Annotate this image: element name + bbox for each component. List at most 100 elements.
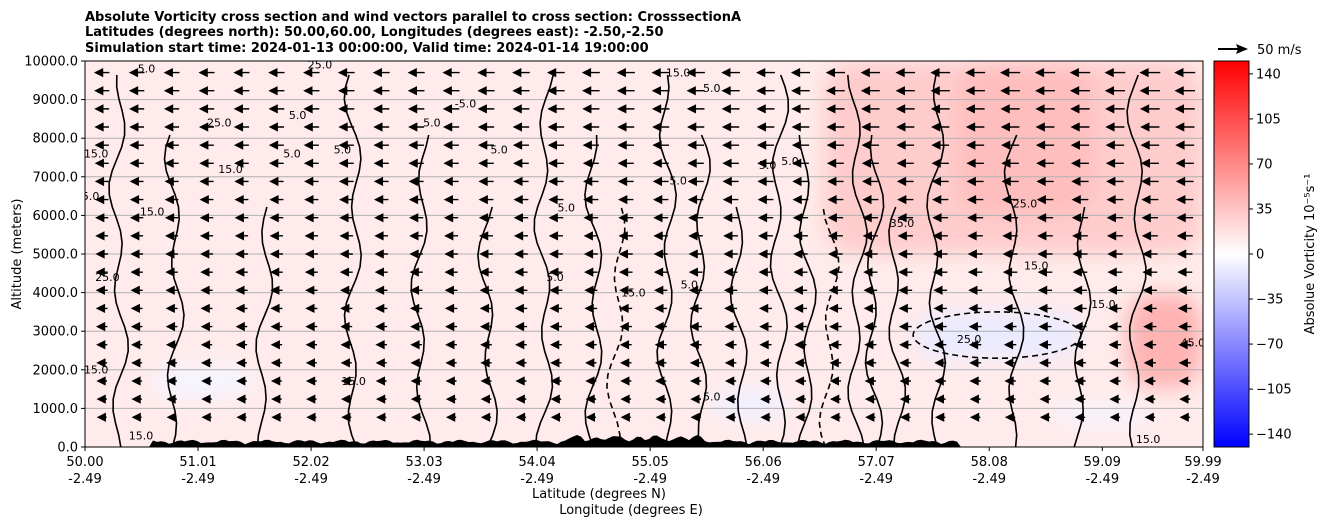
wind-vector	[411, 412, 422, 422]
wind-vector	[966, 176, 984, 187]
wind-vector	[550, 376, 562, 386]
terrain-silhouette	[85, 434, 1203, 447]
wind-vector	[828, 267, 843, 277]
wind-vector	[479, 303, 493, 314]
wind-vector	[268, 67, 285, 78]
wind-vector	[1070, 158, 1089, 168]
wind-vector	[655, 412, 666, 422]
wind-vector	[165, 340, 178, 350]
wind-vector	[1035, 86, 1055, 96]
title-line-3: Simulation start time: 2024-01-13 00:00:…	[85, 41, 649, 56]
wind-vector	[969, 376, 981, 386]
wind-vector	[827, 194, 844, 205]
wind-vector	[825, 67, 846, 78]
wind-vector	[409, 231, 424, 241]
wind-vector	[898, 267, 913, 277]
wind-vector	[546, 67, 565, 78]
x-tick-label-lat: 54.04	[519, 455, 556, 470]
wind-vector	[129, 213, 144, 223]
wind-vector	[899, 394, 911, 404]
x-tick-label-lon: -2.49	[407, 472, 441, 487]
contour-line	[926, 74, 947, 447]
wind-vector	[271, 412, 282, 422]
wind-vector	[795, 394, 806, 404]
wind-vector	[1178, 376, 1191, 386]
wind-vector	[1039, 358, 1051, 368]
wind-vector	[934, 394, 946, 404]
y-tick-label: 2000.0	[33, 363, 79, 378]
wind-vector	[131, 340, 143, 350]
contour-label: 15.0	[1136, 433, 1161, 446]
wind-vector	[165, 249, 178, 259]
contour-label: 15.0	[666, 66, 691, 79]
wind-vector	[199, 158, 214, 168]
contour-label: 5.0	[557, 202, 575, 215]
wind-vector	[759, 376, 772, 386]
wind-vector	[965, 86, 985, 96]
wind-vector	[445, 358, 457, 368]
x-axis-ticks: 50.00 -2.49 51.01 -2.49 52.02 -2.49 53.03 -2.49…	[66, 447, 1222, 487]
wind-vector	[374, 267, 388, 277]
colorbar-tick-label: 0	[1256, 248, 1264, 263]
wind-vector	[686, 86, 705, 96]
wind-vector	[861, 122, 880, 132]
wind-vector	[968, 340, 982, 350]
wind-vector	[305, 340, 318, 350]
wind-vector	[619, 303, 633, 314]
wind-vector	[967, 249, 983, 259]
wind-vector	[793, 285, 808, 295]
wind-vector	[829, 394, 841, 404]
wind-vector	[547, 122, 565, 132]
wind-vector	[479, 249, 493, 259]
wind-vector	[337, 67, 355, 78]
wind-vector	[898, 285, 913, 295]
wind-vector	[373, 140, 389, 150]
wind-vector	[163, 86, 180, 96]
wind-vector	[1174, 86, 1196, 96]
wind-vector	[1104, 67, 1126, 78]
wind-vector	[547, 86, 565, 96]
wind-vector	[1037, 249, 1053, 259]
wind-vector	[930, 67, 951, 78]
wind-vector	[444, 285, 458, 295]
x-tick-label-lon: -2.49	[1186, 472, 1220, 487]
wind-vector	[338, 122, 355, 132]
wind-vector	[235, 267, 248, 277]
wind-vector	[865, 412, 876, 422]
wind-vector	[94, 86, 110, 96]
wind-vector	[550, 394, 562, 404]
wind-vector	[410, 358, 422, 368]
wind-vector	[1174, 67, 1196, 78]
wind-vector	[1034, 67, 1056, 78]
y-tick-label: 7000.0	[33, 170, 79, 185]
wind-vector	[1039, 394, 1051, 404]
wind-vector	[1142, 267, 1158, 277]
plot-area: 5.015.05.025.015.015.025.05.05.025.05.05…	[85, 61, 1203, 447]
wind-vector	[896, 176, 914, 187]
wind-vector	[1070, 122, 1090, 132]
wind-vector	[268, 122, 285, 132]
x-tick-label-lon: -2.49	[633, 472, 667, 487]
wind-vector	[303, 122, 320, 132]
wind-vector	[1004, 412, 1016, 422]
wind-vector	[478, 194, 494, 205]
wind-vector	[757, 176, 774, 187]
wind-vector	[163, 104, 180, 114]
wind-vector	[1108, 303, 1122, 314]
wind-vector	[1074, 394, 1086, 404]
wind-vector	[1141, 194, 1159, 205]
wind-vector	[548, 176, 564, 187]
wind-vector	[967, 213, 984, 223]
wind-vector	[759, 321, 772, 332]
wind-vector	[826, 122, 845, 132]
wind-vector	[1175, 158, 1194, 168]
wind-vector	[724, 321, 737, 332]
wind-vector	[760, 394, 771, 404]
wind-vector	[550, 412, 561, 422]
wind-vector	[795, 412, 806, 422]
wind-vector	[515, 394, 527, 404]
wind-vector	[443, 140, 459, 150]
wind-vector	[654, 285, 668, 295]
wind-vector	[130, 285, 143, 295]
contour-label: 5.0	[703, 82, 721, 95]
